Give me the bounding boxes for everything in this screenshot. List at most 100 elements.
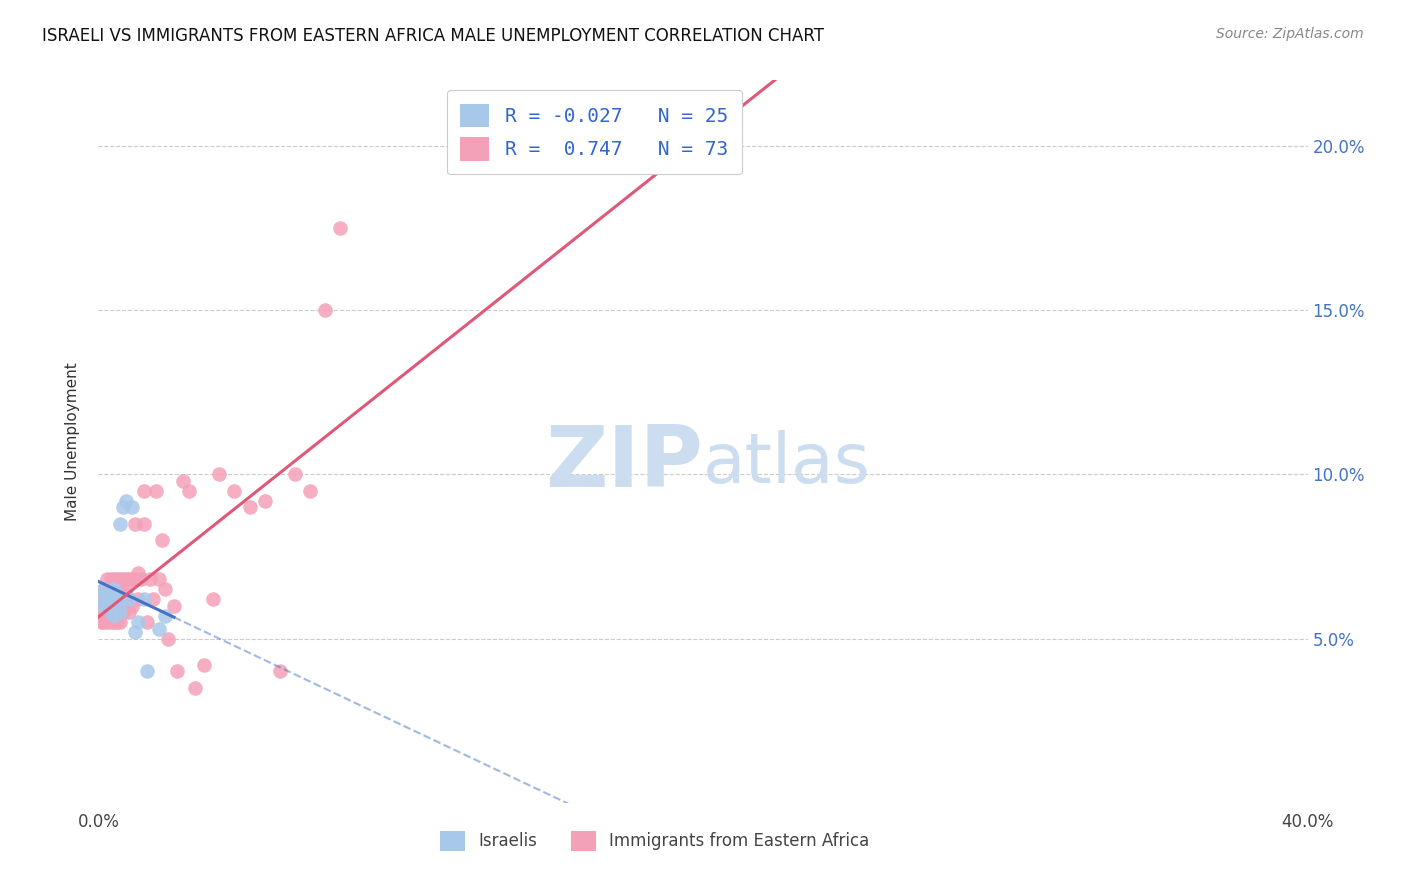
Point bbox=[105, 582, 128, 597]
Point bbox=[150, 533, 173, 547]
Point bbox=[208, 467, 231, 482]
Point bbox=[124, 625, 146, 640]
Point bbox=[114, 493, 136, 508]
Point bbox=[269, 665, 291, 679]
Point bbox=[108, 573, 131, 587]
Point bbox=[132, 483, 155, 498]
Point bbox=[105, 599, 128, 613]
Point bbox=[111, 592, 134, 607]
Point bbox=[100, 573, 122, 587]
Point bbox=[127, 615, 149, 630]
Point bbox=[96, 592, 118, 607]
Point bbox=[132, 516, 155, 531]
Point bbox=[103, 608, 125, 623]
Point bbox=[127, 592, 149, 607]
Point bbox=[239, 500, 262, 515]
Point bbox=[90, 605, 112, 619]
Point bbox=[148, 573, 170, 587]
Point bbox=[118, 592, 141, 607]
Point bbox=[124, 516, 146, 531]
Point bbox=[111, 582, 134, 597]
Point bbox=[184, 681, 207, 695]
Point bbox=[96, 599, 118, 613]
Point bbox=[93, 582, 115, 597]
Text: ZIP: ZIP bbox=[546, 422, 703, 505]
Point bbox=[114, 599, 136, 613]
Point bbox=[329, 221, 352, 235]
Text: ISRAELI VS IMMIGRANTS FROM EASTERN AFRICA MALE UNEMPLOYMENT CORRELATION CHART: ISRAELI VS IMMIGRANTS FROM EASTERN AFRIC… bbox=[42, 27, 824, 45]
Point bbox=[100, 592, 122, 607]
Point bbox=[96, 615, 118, 630]
Point bbox=[93, 615, 115, 630]
Point bbox=[121, 500, 143, 515]
Point bbox=[124, 573, 146, 587]
Point bbox=[166, 665, 188, 679]
Point bbox=[108, 516, 131, 531]
Point bbox=[114, 573, 136, 587]
Point bbox=[129, 573, 152, 587]
Point bbox=[96, 605, 118, 619]
Point bbox=[108, 615, 131, 630]
Point bbox=[299, 483, 322, 498]
Point bbox=[121, 599, 143, 613]
Point bbox=[103, 582, 125, 597]
Point bbox=[96, 589, 118, 603]
Point bbox=[145, 483, 167, 498]
Point bbox=[100, 605, 122, 619]
Point bbox=[105, 573, 128, 587]
Point bbox=[118, 592, 141, 607]
Point bbox=[103, 573, 125, 587]
Point bbox=[96, 573, 118, 587]
Point bbox=[135, 665, 157, 679]
Point bbox=[132, 592, 155, 607]
Point bbox=[118, 605, 141, 619]
Point bbox=[139, 573, 162, 587]
Point bbox=[153, 582, 176, 597]
Point bbox=[105, 615, 128, 630]
Point bbox=[90, 615, 112, 630]
Point bbox=[127, 566, 149, 580]
Legend: Israelis, Immigrants from Eastern Africa: Israelis, Immigrants from Eastern Africa bbox=[432, 822, 877, 860]
Point bbox=[90, 589, 112, 603]
Point bbox=[135, 615, 157, 630]
Point bbox=[111, 500, 134, 515]
Point bbox=[163, 599, 186, 613]
Point bbox=[103, 605, 125, 619]
Point bbox=[93, 599, 115, 613]
Point bbox=[103, 582, 125, 597]
Y-axis label: Male Unemployment: Male Unemployment bbox=[65, 362, 80, 521]
Point bbox=[142, 592, 165, 607]
Point bbox=[105, 589, 128, 603]
Point bbox=[108, 582, 131, 597]
Point bbox=[179, 483, 201, 498]
Point bbox=[156, 632, 179, 646]
Point bbox=[284, 467, 307, 482]
Point bbox=[314, 303, 336, 318]
Point bbox=[111, 592, 134, 607]
Point bbox=[118, 573, 141, 587]
Point bbox=[105, 605, 128, 619]
Point bbox=[103, 592, 125, 607]
Point bbox=[111, 605, 134, 619]
Point bbox=[100, 615, 122, 630]
Point bbox=[114, 582, 136, 597]
Point bbox=[100, 605, 122, 619]
Text: atlas: atlas bbox=[703, 430, 870, 497]
Point bbox=[253, 493, 276, 508]
Point bbox=[93, 582, 115, 597]
Point bbox=[193, 657, 215, 672]
Point bbox=[100, 592, 122, 607]
Text: Source: ZipAtlas.com: Source: ZipAtlas.com bbox=[1216, 27, 1364, 41]
Point bbox=[111, 573, 134, 587]
Point bbox=[93, 605, 115, 619]
Point bbox=[108, 599, 131, 613]
Point bbox=[108, 605, 131, 619]
Point bbox=[105, 592, 128, 607]
Point bbox=[96, 582, 118, 597]
Point bbox=[121, 573, 143, 587]
Point bbox=[103, 615, 125, 630]
Point bbox=[153, 608, 176, 623]
Point bbox=[202, 592, 225, 607]
Point bbox=[148, 622, 170, 636]
Point bbox=[90, 592, 112, 607]
